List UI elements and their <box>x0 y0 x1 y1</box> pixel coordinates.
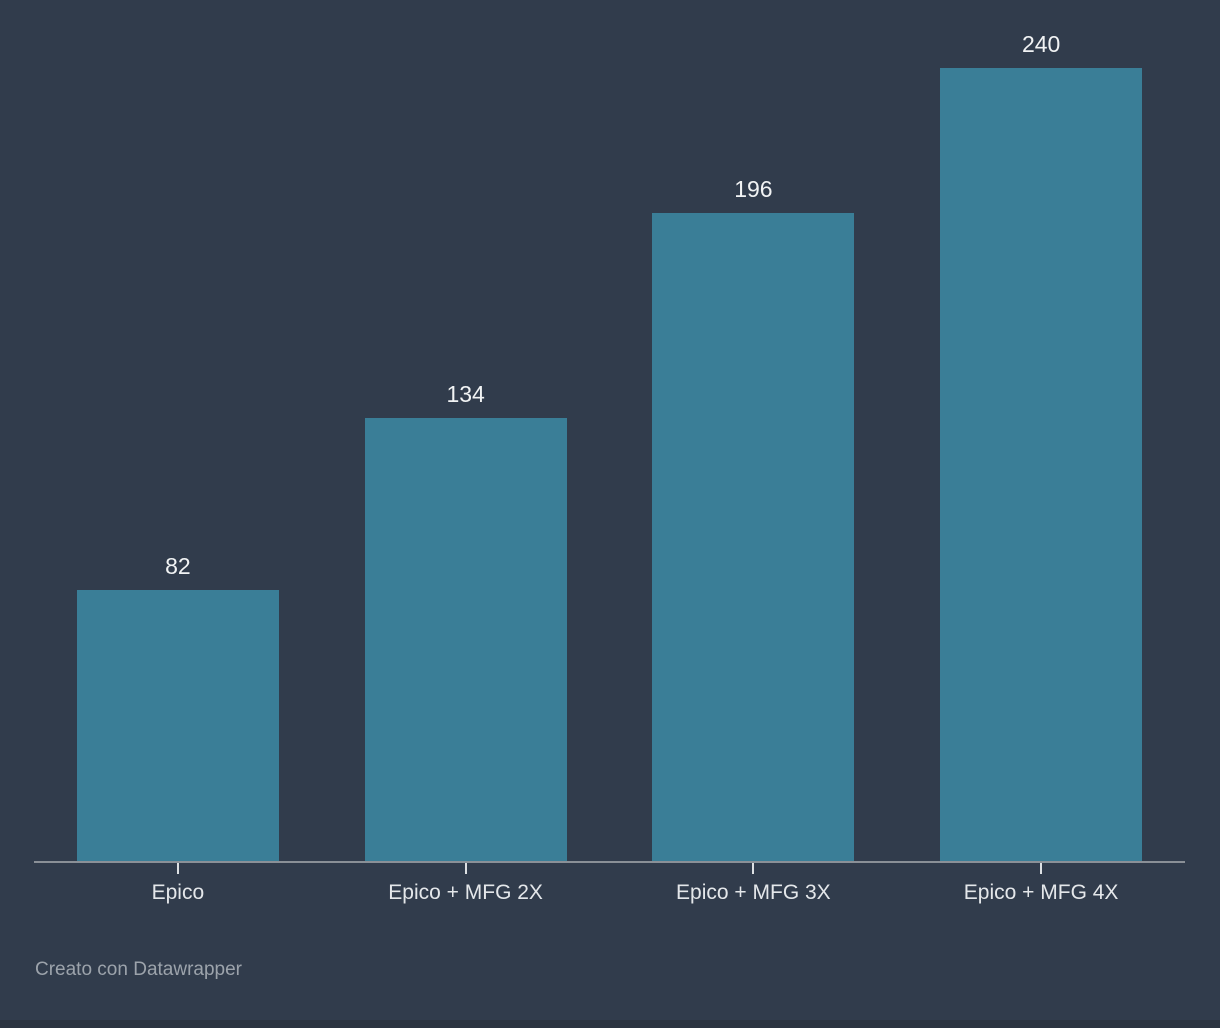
x-category-label: Epico <box>151 881 205 904</box>
x-axis-row: Epico Epico + MFG 2X Epico + MFG 3X Epico +… <box>34 863 1185 904</box>
bar-slot: 134 <box>322 68 610 861</box>
x-category: Epico + MFG 3X <box>610 863 898 904</box>
x-category-label: Epico + MFG 3X <box>676 881 831 904</box>
plot-area: 82 134 196 240 <box>34 33 1185 861</box>
bar <box>76 590 279 861</box>
x-tick <box>464 863 467 874</box>
bar <box>652 213 855 861</box>
x-category: Epico + MFG 4X <box>897 863 1185 904</box>
x-axis-line <box>34 861 1185 863</box>
x-category-label: Epico + MFG 4X <box>963 881 1119 904</box>
bar-value-label: 134 <box>446 381 485 408</box>
x-tick <box>176 863 179 874</box>
bar-value-label: 82 <box>165 553 191 580</box>
bottom-edge-strip <box>0 1020 1220 1028</box>
x-category: Epico + MFG 2X <box>322 863 610 904</box>
x-category-label: Epico + MFG 2X <box>388 881 543 904</box>
x-category: Epico <box>34 863 322 904</box>
bar-slot: 82 <box>34 68 322 861</box>
bar-value-label: 196 <box>734 176 773 203</box>
bar <box>364 418 567 861</box>
bar-slot: 240 <box>897 33 1185 861</box>
bar-value-label: 240 <box>1021 31 1061 57</box>
x-tick <box>752 863 755 874</box>
bar-slot: 196 <box>610 68 898 861</box>
datawrapper-attribution-link[interactable]: Creato con Datawrapper <box>35 959 242 980</box>
bar <box>940 68 1143 861</box>
x-tick <box>1040 863 1043 874</box>
